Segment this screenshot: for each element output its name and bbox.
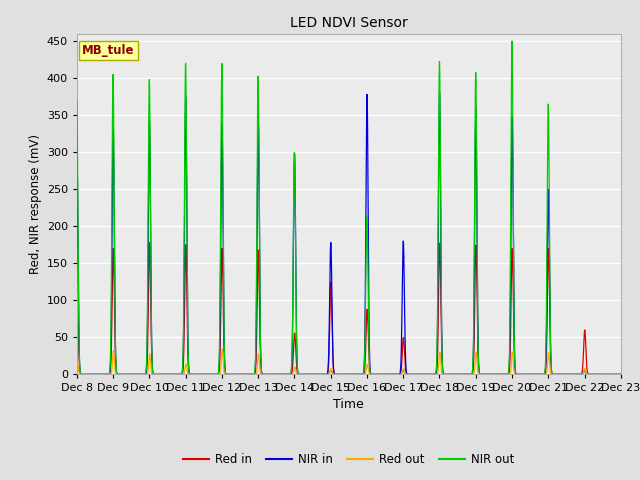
Title: LED NDVI Sensor: LED NDVI Sensor [290,16,408,30]
X-axis label: Time: Time [333,397,364,410]
Y-axis label: Red, NIR response (mV): Red, NIR response (mV) [29,134,42,274]
Legend: Red in, NIR in, Red out, NIR out: Red in, NIR in, Red out, NIR out [179,448,519,471]
Text: MB_tule: MB_tule [82,44,135,57]
